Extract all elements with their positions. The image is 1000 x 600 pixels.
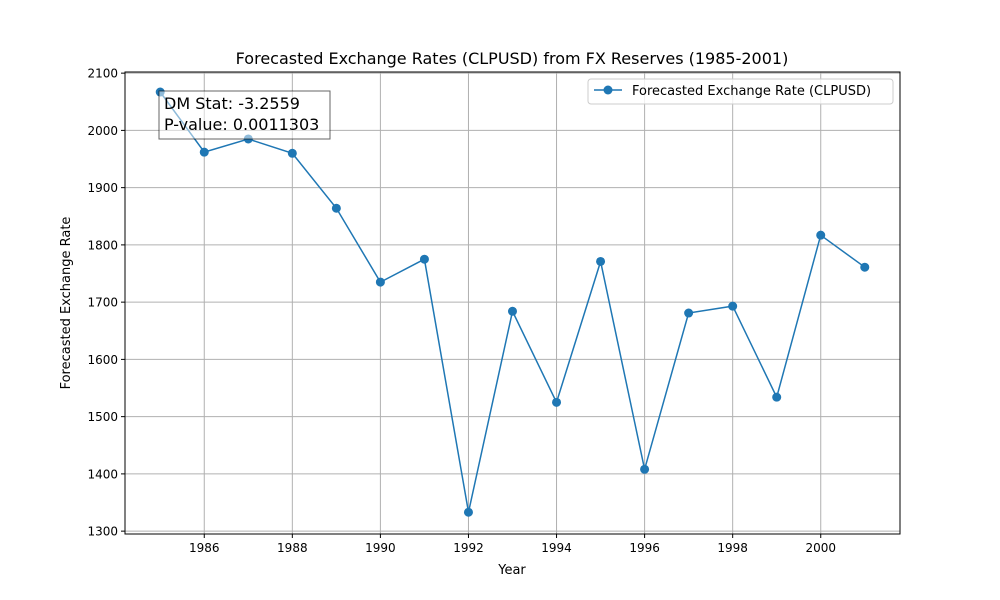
data-point [728, 301, 738, 311]
data-point [772, 392, 782, 402]
data-point [640, 464, 650, 474]
legend-marker-swatch [603, 85, 613, 95]
x-tick-label: 1994 [541, 541, 572, 555]
data-point [375, 277, 385, 287]
y-axis-label: Forecasted Exchange Rate [59, 217, 74, 390]
annotation-box [158, 90, 331, 140]
x-tick-label: 1992 [453, 541, 484, 555]
stats-annotation: DM Stat: -3.2559 P-value: 0.0011303 [158, 90, 331, 140]
plot-frame [124, 71, 901, 535]
x-tick-label: 1998 [717, 541, 748, 555]
y-tick-label: 1800 [87, 238, 118, 252]
data-point [331, 203, 341, 213]
x-tick-label: 2000 [805, 541, 836, 555]
data-point [419, 254, 429, 264]
x-axis-label: Year [497, 563, 526, 578]
dm-stat-text: DM Stat: -3.2559 [164, 94, 300, 113]
data-point [684, 308, 694, 318]
y-tick-label: 1300 [87, 525, 118, 539]
x-tick-label: 1986 [189, 541, 220, 555]
y-tick-label: 1500 [87, 410, 118, 424]
chart-title: Forecasted Exchange Rates (CLPUSD) from … [236, 49, 789, 68]
p-value-text: P-value: 0.0011303 [164, 115, 319, 134]
data-point [860, 262, 870, 272]
legend-label: Forecasted Exchange Rate (CLPUSD) [632, 84, 871, 99]
data-point [199, 147, 209, 157]
data-point [508, 306, 517, 316]
legend: Forecasted Exchange Rate (CLPUSD) [587, 78, 894, 105]
y-tick-label: 1600 [87, 353, 118, 367]
grid [125, 72, 900, 534]
data-point [463, 507, 473, 517]
y-tick-label: 1400 [87, 467, 118, 481]
data-point [287, 148, 297, 158]
y-tick-label: 2100 [87, 67, 118, 81]
y-tick-label: 1900 [87, 181, 118, 195]
x-tick-label: 1990 [365, 541, 396, 555]
legend-box [587, 78, 894, 105]
x-tick-label: 1996 [629, 541, 660, 555]
y-tick-label: 2000 [87, 124, 118, 138]
data-point [552, 397, 562, 407]
axis-ticks: 1986 1988 1990 1992 1994 1996 1998 2000 1300 1400… [87, 67, 836, 555]
data-point [816, 230, 826, 240]
data-point [596, 256, 606, 266]
x-tick-label: 1988 [277, 541, 308, 555]
data-points [155, 87, 870, 517]
y-tick-label: 1700 [87, 296, 118, 310]
